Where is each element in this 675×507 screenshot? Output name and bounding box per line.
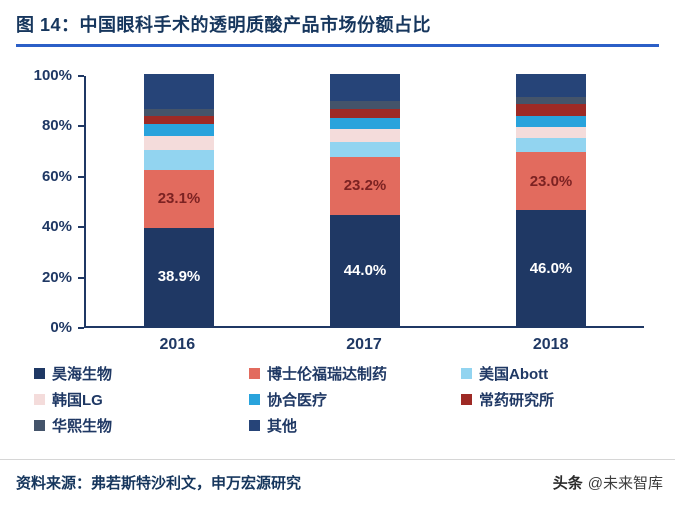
segment-value-label: 23.0% bbox=[529, 172, 573, 190]
bar-segment-2: 23.0% bbox=[516, 152, 586, 211]
bar-segment-6 bbox=[330, 108, 400, 118]
legend-item-1: 昊海生物 bbox=[34, 364, 249, 383]
y-tick-label: 0% bbox=[50, 319, 72, 336]
y-tick-label: 40% bbox=[41, 218, 72, 236]
bar-segment-2: 23.1% bbox=[144, 169, 214, 228]
legend-item-5: 协合医疗 bbox=[249, 390, 461, 409]
bar-segment-5 bbox=[144, 124, 214, 136]
legend-item-7: 华熙生物 bbox=[34, 416, 249, 435]
y-tick-mark bbox=[78, 175, 84, 178]
bar-segment-4 bbox=[516, 126, 586, 139]
footer-divider bbox=[0, 459, 675, 460]
stacked-bar-2016: 38.9% 23.1% bbox=[144, 74, 214, 326]
x-axis-label-2018: 2018 bbox=[532, 336, 569, 353]
title-accent-rule bbox=[16, 44, 659, 47]
watermark: 头条 @未来智库 bbox=[553, 472, 663, 493]
bar-segment-3 bbox=[144, 149, 214, 170]
chart-legend: 昊海生物 博士伦福瑞达制药 美国Abott 韩国LG 协合医疗 常药研究所华熙生物 其他 bbox=[34, 364, 665, 435]
y-tick-label: 100% bbox=[33, 67, 72, 84]
y-tick-label: 60% bbox=[41, 167, 72, 185]
legend-swatch bbox=[34, 367, 45, 379]
bar-segment-1: 44.0% bbox=[330, 215, 400, 326]
legend-label: 昊海生物 bbox=[52, 365, 113, 383]
bar-column-2018: 46.0% 23.0% bbox=[458, 74, 644, 326]
bar-segment-8 bbox=[516, 74, 586, 97]
segment-value-label: 23.2% bbox=[343, 177, 387, 195]
watermark-brand: 头条 bbox=[552, 475, 583, 492]
x-axis-label-2016: 2016 bbox=[159, 336, 196, 353]
y-tick-mark bbox=[78, 75, 84, 77]
bar-column-2017: 44.0% 23.2% bbox=[272, 74, 458, 326]
legend-item-8: 其他 bbox=[249, 416, 461, 435]
legend-swatch bbox=[249, 367, 260, 379]
legend-swatch bbox=[461, 393, 472, 405]
source-note: 资料来源：弗若斯特沙利文，申万宏源研究 bbox=[16, 475, 302, 492]
bar-segment-8 bbox=[330, 74, 400, 102]
legend-swatch bbox=[249, 419, 260, 431]
bar-segment-4 bbox=[144, 135, 214, 150]
stacked-bar-2017: 44.0% 23.2% bbox=[330, 74, 400, 326]
legend-item-4: 韩国LG bbox=[34, 390, 249, 409]
bar-column-2016: 38.9% 23.1% bbox=[86, 74, 272, 326]
x-axis-label-2017: 2017 bbox=[346, 336, 382, 353]
y-tick-mark bbox=[78, 327, 84, 329]
bar-segment-5 bbox=[516, 115, 586, 127]
bar-segment-6 bbox=[144, 115, 214, 125]
bar-segment-6 bbox=[516, 104, 586, 116]
legend-swatch bbox=[249, 393, 260, 405]
segment-value-label: 46.0% bbox=[529, 259, 573, 277]
bar-segment-8 bbox=[144, 74, 214, 110]
legend-item-6: 常药研究所 bbox=[461, 390, 665, 409]
bar-segment-3 bbox=[516, 138, 586, 153]
legend-label: 常药研究所 bbox=[479, 391, 555, 409]
y-axis: 100% 80% 60% 40% 20% 0% bbox=[0, 67, 76, 336]
watermark-handle: @未来智库 bbox=[587, 475, 663, 492]
bar-segment-7 bbox=[144, 109, 214, 116]
legend-item-3: 美国Abott bbox=[461, 364, 665, 383]
bar-segment-5 bbox=[330, 117, 400, 129]
legend-label: 协合医疗 bbox=[267, 391, 328, 409]
bar-segment-7 bbox=[330, 101, 400, 109]
legend-label: 博士伦福瑞达制药 bbox=[267, 365, 388, 383]
stacked-bar-chart: 100% 80% 60% 40% 20% 0% 38.9% 23.1% 44.0% 23.2% 4… bbox=[0, 48, 675, 360]
y-tick-mark bbox=[78, 125, 84, 128]
bar-segment-7 bbox=[516, 96, 586, 105]
bar-segment-1: 38.9% bbox=[144, 227, 214, 326]
legend-item-2: 博士伦福瑞达制药 bbox=[249, 364, 461, 383]
x-axis: 2016 2017 2018 bbox=[84, 336, 644, 354]
y-tick-label: 80% bbox=[41, 117, 72, 135]
y-tick-mark bbox=[78, 226, 84, 229]
segment-value-label: 23.1% bbox=[157, 190, 201, 208]
bar-segment-1: 46.0% bbox=[516, 210, 586, 326]
figure-header: 图 14：中国眼科手术的透明质酸产品市场份额占比 bbox=[0, 0, 675, 47]
bar-segment-2: 23.2% bbox=[330, 156, 400, 216]
legend-label: 其他 bbox=[267, 417, 298, 435]
legend-swatch bbox=[461, 367, 472, 379]
stacked-bar-2018: 46.0% 23.0% bbox=[516, 74, 586, 326]
plot-area: 38.9% 23.1% 44.0% 23.2% 46.0% 23.0% bbox=[78, 74, 644, 329]
bars-container: 38.9% 23.1% 44.0% 23.2% 46.0% 23.0% bbox=[86, 74, 644, 326]
chart-title: 图 14：中国眼科手术的透明质酸产品市场份额占比 bbox=[16, 15, 432, 35]
legend-swatch bbox=[34, 393, 45, 405]
y-tick-mark bbox=[78, 276, 84, 279]
bar-segment-4 bbox=[330, 128, 400, 142]
y-tick-label: 20% bbox=[41, 268, 72, 286]
bar-segment-3 bbox=[330, 141, 400, 157]
legend-label: 华熙生物 bbox=[52, 417, 113, 435]
segment-value-label: 44.0% bbox=[343, 262, 387, 280]
legend-swatch bbox=[34, 419, 45, 431]
legend-label: 韩国LG bbox=[52, 391, 103, 409]
segment-value-label: 38.9% bbox=[157, 268, 201, 286]
legend-label: 美国Abott bbox=[479, 365, 549, 383]
